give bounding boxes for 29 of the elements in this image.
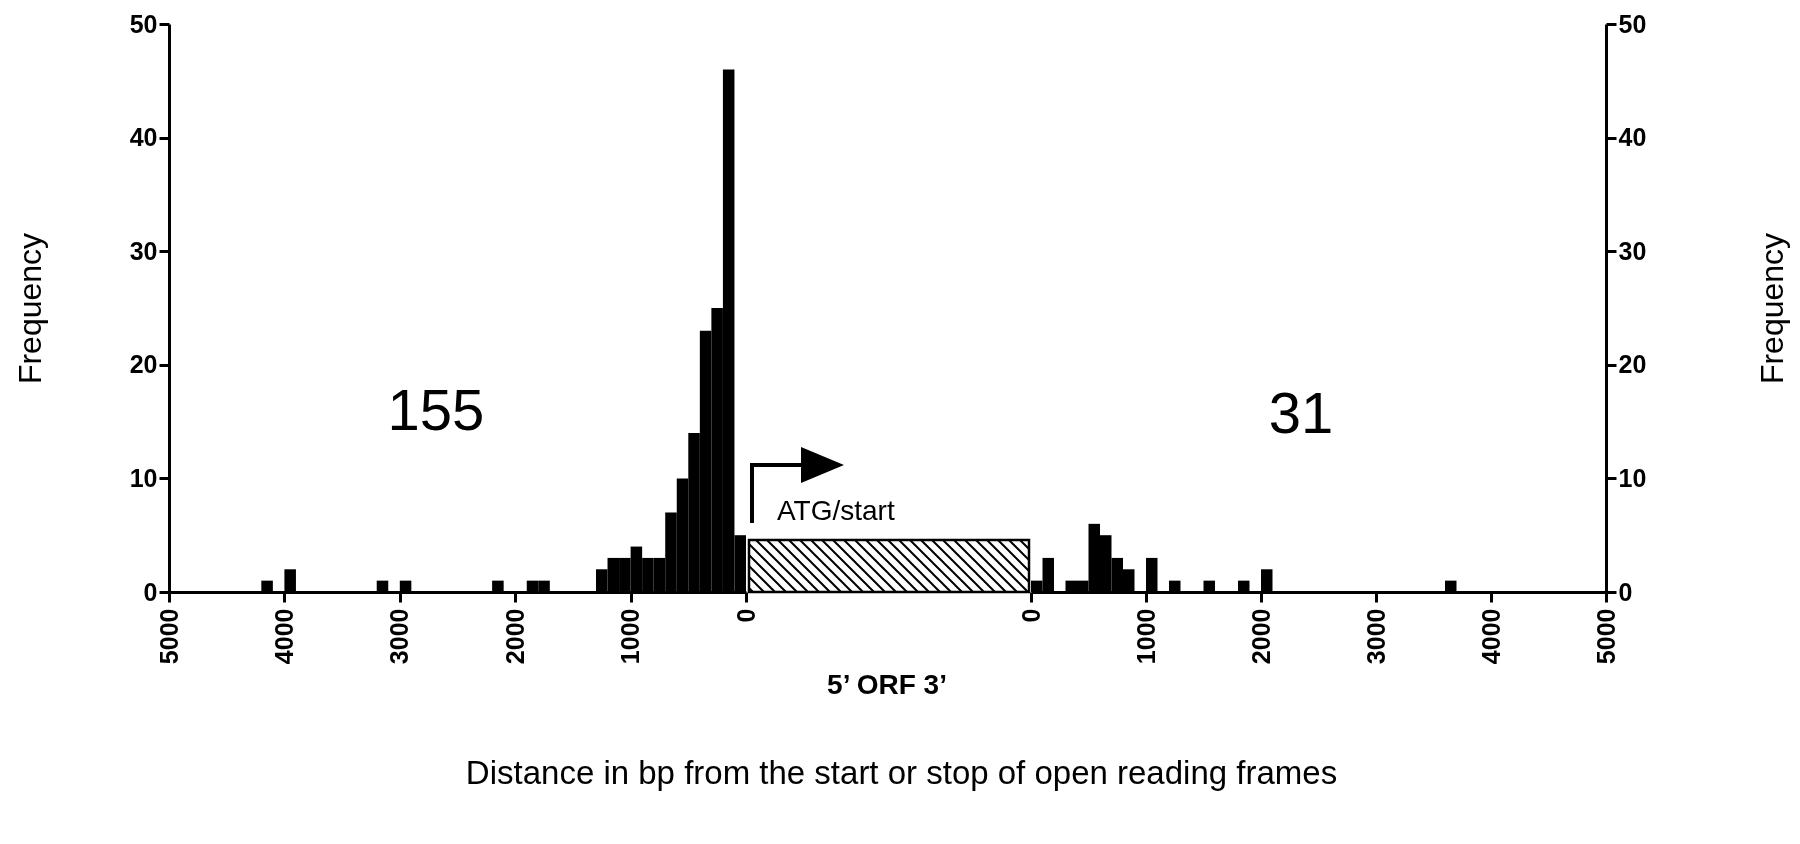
y-axis-title: Frequency	[1754, 232, 1791, 385]
x-tick-label: 5000	[1591, 608, 1620, 665]
y-tick-label: 50	[1618, 9, 1647, 38]
x-tick-label: 2000	[500, 608, 529, 665]
y-tick-label: 20	[1618, 350, 1647, 379]
text: 5’ ORF 3’	[827, 669, 947, 700]
x-tick-label: 0	[731, 608, 760, 623]
x-tick-label: 5000	[154, 608, 183, 665]
y-tick-label: 30	[129, 236, 158, 265]
x-tick-label: 1000	[1131, 608, 1160, 665]
y-axis-title: Frequency	[11, 232, 48, 385]
annotation: 31	[1268, 380, 1334, 445]
x-tick-label: 2000	[1246, 608, 1275, 665]
x-tick-label: 3000	[385, 608, 414, 665]
y-tick-label: 10	[129, 463, 158, 492]
x-tick-label: 4000	[269, 608, 298, 665]
y-tick-label: 20	[129, 350, 158, 379]
x-tick-label: 3000	[1361, 608, 1390, 665]
x-tick-label: 4000	[1476, 608, 1505, 665]
y-tick-label: 40	[1618, 123, 1647, 152]
annotation: 155	[387, 377, 485, 442]
y-tick-label: 10	[1618, 463, 1647, 492]
y-tick-label: 40	[129, 123, 158, 152]
x-axis-title: Distance in bp from the start or stop of open reading frames	[465, 754, 1338, 791]
x-tick-label: 1000	[616, 608, 645, 665]
y-tick-label: 30	[1618, 236, 1647, 265]
y-tick-label: 50	[129, 9, 158, 38]
text: ATG/start	[777, 495, 895, 526]
x-tick-label: 0	[1016, 608, 1045, 623]
